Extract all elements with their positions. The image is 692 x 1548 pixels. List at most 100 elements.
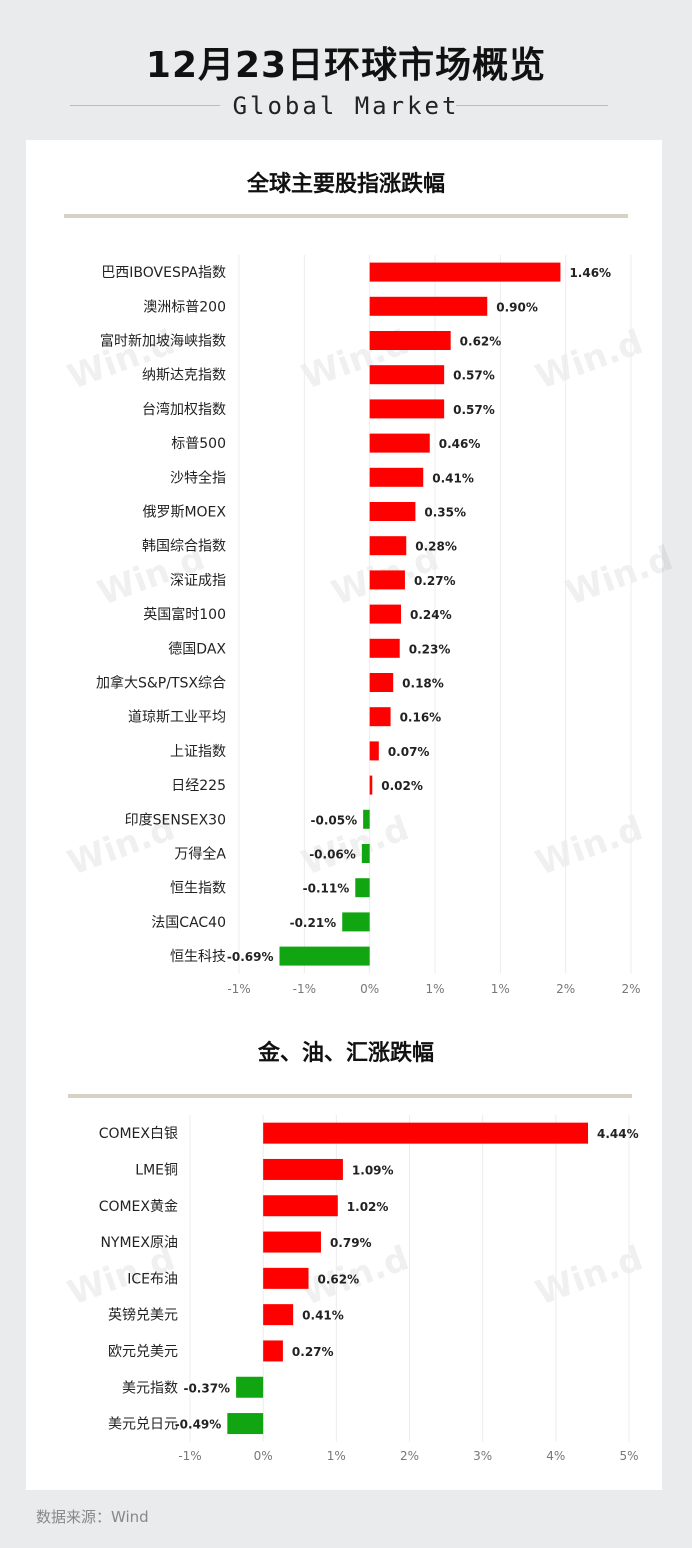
bar <box>369 331 451 350</box>
data-label: 0.27% <box>414 574 456 588</box>
equity-section-title: 全球主要股指涨跌幅 <box>246 172 445 197</box>
bar <box>342 912 370 932</box>
x-tick-label: 0% <box>254 1449 273 1463</box>
category-label: 英镑兑美元 <box>108 1307 178 1324</box>
category-label: 美元兑日元 <box>108 1417 178 1433</box>
data-label: 0.41% <box>302 1309 344 1323</box>
page-subtitle: Global Market <box>232 92 460 120</box>
bar <box>236 1376 264 1398</box>
data-label: 0.35% <box>424 506 466 520</box>
page-header: 12月23日环球市场概览 Global Market <box>0 0 692 140</box>
x-tick-label: 0% <box>360 982 379 996</box>
data-label: 0.90% <box>496 300 538 314</box>
data-label: 0.02% <box>381 779 423 793</box>
bar <box>355 878 370 898</box>
bar <box>369 433 430 453</box>
category-label: 上证指数 <box>170 744 226 760</box>
bar <box>361 844 370 863</box>
bar <box>263 1304 294 1326</box>
category-label: 巴西IBOVESPA指数 <box>101 265 226 281</box>
category-label: COMEX白银 <box>99 1126 178 1142</box>
bar <box>369 741 379 761</box>
bar <box>363 809 370 829</box>
x-tick-label: 2% <box>400 1449 419 1463</box>
data-label: -0.49% <box>175 1418 222 1432</box>
category-label: 俄罗斯MOEX <box>142 505 226 521</box>
data-label: 0.18% <box>402 677 444 691</box>
x-tick-label: 1% <box>425 982 444 996</box>
x-tick-label: -1% <box>227 982 250 996</box>
category-label: 加拿大S&P/TSX综合 <box>96 675 226 692</box>
bar <box>369 536 407 556</box>
category-label: LME铜 <box>135 1162 178 1178</box>
x-tick-label: 1% <box>491 982 510 996</box>
bar <box>369 365 445 385</box>
category-label: 恒生指数 <box>170 881 226 897</box>
data-label: 0.16% <box>400 711 442 725</box>
bar <box>369 604 402 624</box>
data-label: 1.46% <box>569 266 611 280</box>
commodity-fx-bar-chart: -1% 0% 1% 2% 3% 4% 5% COMEX白银 4.44% LME铜 1.09% COME… <box>99 1115 639 1463</box>
category-label: 万得全A <box>174 846 226 863</box>
data-label: 1.09% <box>352 1163 394 1177</box>
category-label: 法国CAC40 <box>151 915 226 931</box>
bar <box>369 673 394 692</box>
equity-section-rule <box>64 214 628 218</box>
bar <box>369 296 488 316</box>
data-label: 0.79% <box>330 1236 372 1250</box>
category-label: ICE布油 <box>127 1271 178 1287</box>
data-label: 0.23% <box>409 642 451 656</box>
bar <box>369 262 561 282</box>
data-label: 0.24% <box>410 608 452 622</box>
category-label: 韩国综合指数 <box>142 539 226 555</box>
x-tick-label: -1% <box>293 982 316 996</box>
x-tick-label: 1% <box>327 1449 346 1463</box>
x-tick-label: -1% <box>178 1449 201 1463</box>
bar <box>369 775 373 795</box>
data-label: 0.27% <box>292 1345 334 1359</box>
data-label: -0.11% <box>303 882 350 896</box>
category-label: 英国富时100 <box>143 606 226 623</box>
data-label: 0.57% <box>453 403 495 417</box>
x-tick-label: 3% <box>473 1449 492 1463</box>
category-label: NYMEX原油 <box>100 1235 178 1251</box>
category-label: 德国DAX <box>168 641 226 657</box>
equity-index-bar-chart: -1% -1% 0% 1% 1% 2% 2% 巴西IBOVESPA指数 1.46% 澳洲标普200… <box>96 255 641 996</box>
category-label: 美元指数 <box>122 1380 178 1396</box>
x-tick-label: 2% <box>621 982 640 996</box>
data-label: 0.62% <box>460 335 502 349</box>
bar <box>369 707 391 727</box>
category-label: 纳斯达克指数 <box>142 368 226 384</box>
data-label: -0.37% <box>183 1381 230 1395</box>
bar <box>263 1340 283 1362</box>
bar <box>279 946 370 966</box>
category-label: 澳洲标普200 <box>143 299 226 315</box>
bar <box>369 570 405 590</box>
category-label: 富时新加坡海峡指数 <box>100 333 226 350</box>
category-label: 道琼斯工业平均 <box>128 710 226 726</box>
commodity-fx-section-title: 金、油、汇涨跌幅 <box>257 1041 434 1066</box>
subtitle-right-rule <box>456 105 608 106</box>
category-label: COMEX黄金 <box>99 1198 178 1215</box>
x-tick-label: 5% <box>619 1449 638 1463</box>
x-tick-label: 2% <box>556 982 575 996</box>
bar <box>369 399 445 419</box>
bar <box>263 1158 343 1180</box>
category-label: 恒生科技 <box>170 949 226 965</box>
bar <box>263 1122 589 1144</box>
category-label: 欧元兑美元 <box>108 1344 178 1360</box>
bar <box>263 1195 338 1217</box>
bar <box>369 638 400 658</box>
data-label: 0.46% <box>439 437 481 451</box>
data-label: 0.07% <box>388 745 430 759</box>
category-label: 沙特全指 <box>170 469 226 486</box>
subtitle-left-rule <box>70 105 220 106</box>
page-title: 12月23日环球市场概览 <box>145 45 547 86</box>
data-source-note: 数据来源：Wind <box>36 1508 149 1526</box>
category-label: 台湾加权指数 <box>142 401 226 418</box>
data-label: -0.06% <box>309 848 356 862</box>
data-label: 4.44% <box>597 1127 639 1141</box>
data-label: -0.21% <box>290 916 337 930</box>
x-tick-label: 4% <box>546 1449 565 1463</box>
bar <box>369 502 416 521</box>
